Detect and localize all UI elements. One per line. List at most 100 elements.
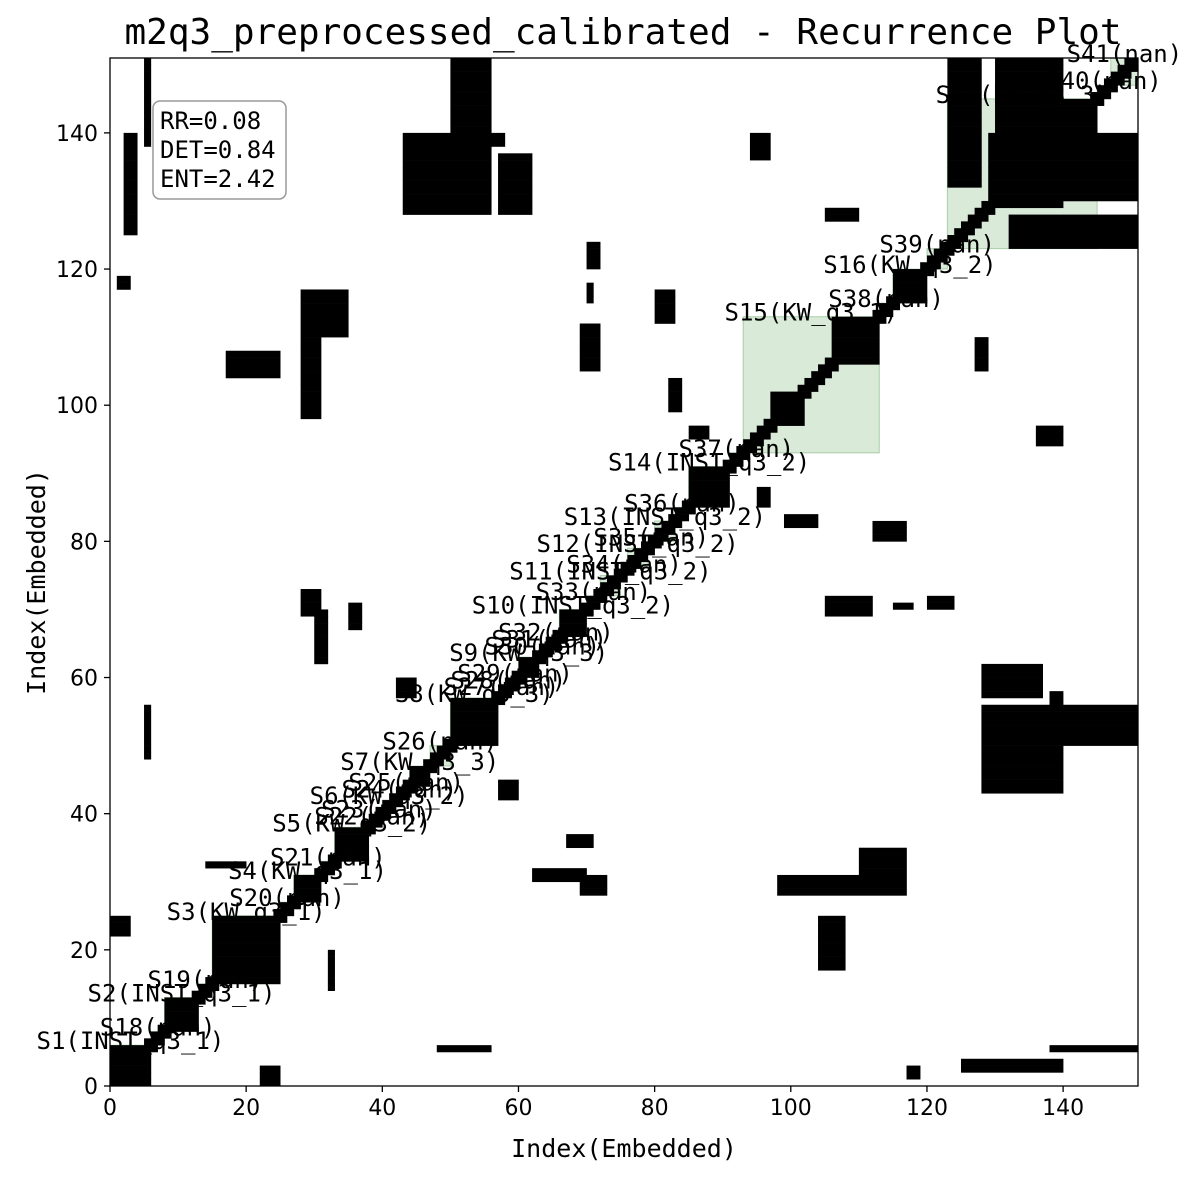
recurrence-cell: [327, 854, 370, 862]
recurrence-cell: [498, 166, 533, 175]
recurrence-cell: [634, 548, 655, 556]
recurrence-cell: [995, 85, 1064, 93]
recurrence-cell: [688, 480, 730, 488]
x-tick-label: 20: [232, 1096, 260, 1121]
recurrence-cell: [498, 207, 533, 215]
recurrence-cell: [334, 847, 370, 855]
recurrence-cell: [613, 568, 635, 576]
recurrence-cell: [123, 200, 138, 209]
x-tick-label: 120: [906, 1096, 948, 1121]
segment-label: S23(nan): [321, 796, 437, 824]
stat-det: DET=0.84: [160, 136, 276, 164]
recurrence-cell: [749, 432, 771, 440]
segment-label: S3(KW_q3_1): [167, 898, 326, 926]
recurrence-cell: [824, 595, 873, 603]
recurrence-cell: [402, 139, 506, 147]
recurrence-cell: [123, 180, 138, 188]
segment-label: S32(nan): [498, 619, 614, 647]
recurrence-cell: [988, 139, 1139, 147]
recurrence-cell: [947, 180, 982, 188]
recurrence-cell: [988, 160, 1139, 168]
recurrence-cell: [947, 71, 982, 79]
recurrence-cell: [947, 146, 982, 154]
recurrence-cell: [586, 262, 601, 270]
recurrence-cell: [947, 173, 982, 181]
recurrence-cell: [654, 303, 676, 311]
recurrence-cell: [144, 85, 152, 93]
recurrence-cell: [926, 602, 955, 610]
recurrence-cell: [879, 303, 901, 311]
recurrence-cell: [498, 160, 533, 168]
recurrence-cell: [1110, 71, 1132, 79]
x-tick-label: 0: [103, 1096, 117, 1121]
recurrence-cell: [498, 684, 519, 692]
recurrence-cell: [300, 377, 322, 386]
x-axis-ticks: 0 20 40 60 80 100 120 140: [103, 1086, 1084, 1121]
recurrence-cell: [334, 827, 376, 835]
recurrence-cell: [532, 874, 608, 883]
recurrence-cell: [777, 881, 907, 889]
recurrence-cell: [920, 262, 941, 270]
recurrence-cell: [818, 943, 846, 951]
recurrence-cell: [892, 269, 935, 277]
recurrence-cell: [981, 725, 1139, 733]
recurrence-cell: [1097, 85, 1118, 93]
recurrence-cell: [327, 949, 335, 957]
segment-label: S5(KW_q3_2): [272, 809, 431, 837]
segment-label: S19(nan): [148, 966, 264, 994]
recurrence-cell: [144, 752, 152, 760]
recurrence-cell: [811, 371, 832, 379]
recurrence-cell: [1008, 241, 1139, 249]
recurrence-cell: [450, 126, 492, 134]
recurrence-cell: [995, 98, 1105, 106]
recurrence-cell: [777, 888, 907, 896]
recurrence-cell: [327, 977, 335, 985]
recurrence-cell: [818, 364, 839, 372]
recurrence-cell: [300, 309, 349, 318]
recurrence-cell: [212, 963, 281, 971]
recurrence-cell: [981, 738, 1139, 746]
segment-label: S18(nan): [100, 1014, 216, 1042]
recurrence-cell: [824, 609, 873, 617]
segment-label: S34(nan): [566, 551, 682, 579]
recurrence-cell: [1090, 92, 1112, 100]
recurrence-cell: [722, 459, 744, 467]
recurrence-cell: [981, 766, 1064, 774]
recurrence-cell: [321, 861, 342, 869]
recurrence-cell: [144, 92, 152, 100]
recurrence-cell: [654, 316, 676, 324]
recurrence-cell: [123, 146, 138, 154]
recurrence-cell: [1008, 214, 1139, 222]
recurrence-cell: [933, 248, 955, 256]
recurrence-cell: [538, 643, 560, 651]
recurrence-cell: [259, 1065, 281, 1073]
recurrence-cell: [947, 153, 982, 161]
recurrence-cell: [450, 78, 492, 86]
recurrence-cells: [110, 58, 1139, 1087]
recurrence-cell: [191, 990, 213, 998]
recurrence-cell: [654, 289, 676, 297]
recurrence-cell: [995, 58, 1064, 66]
recurrence-cell: [824, 214, 860, 222]
recurrence-cell: [123, 221, 138, 229]
recurrence-cell: [198, 983, 220, 991]
recurrence-cell: [450, 725, 499, 733]
recurrence-cell: [375, 806, 397, 814]
recurrence-cell: [144, 78, 152, 86]
segment-label: S7(KW_q3_3): [340, 748, 499, 776]
recurrence-cell: [981, 704, 1139, 712]
recurrence-cell: [144, 112, 152, 120]
recurrence-cell: [402, 187, 492, 195]
recurrence-cell: [314, 643, 329, 651]
segment-label: S10(INST_q3_2): [472, 591, 674, 619]
recurrence-cell: [1008, 235, 1139, 243]
recurrence-cell: [144, 731, 152, 740]
plot-frame: [109, 57, 1139, 1087]
segment-label: S28(nan): [450, 666, 566, 694]
recurrence-cell: [123, 153, 138, 161]
segment-label: S14(INST_q3_2): [608, 448, 810, 476]
recurrence-cell: [579, 330, 601, 338]
recurrence-cell: [348, 602, 363, 610]
recurrence-cell: [804, 377, 826, 386]
recurrence-cell: [818, 963, 846, 971]
